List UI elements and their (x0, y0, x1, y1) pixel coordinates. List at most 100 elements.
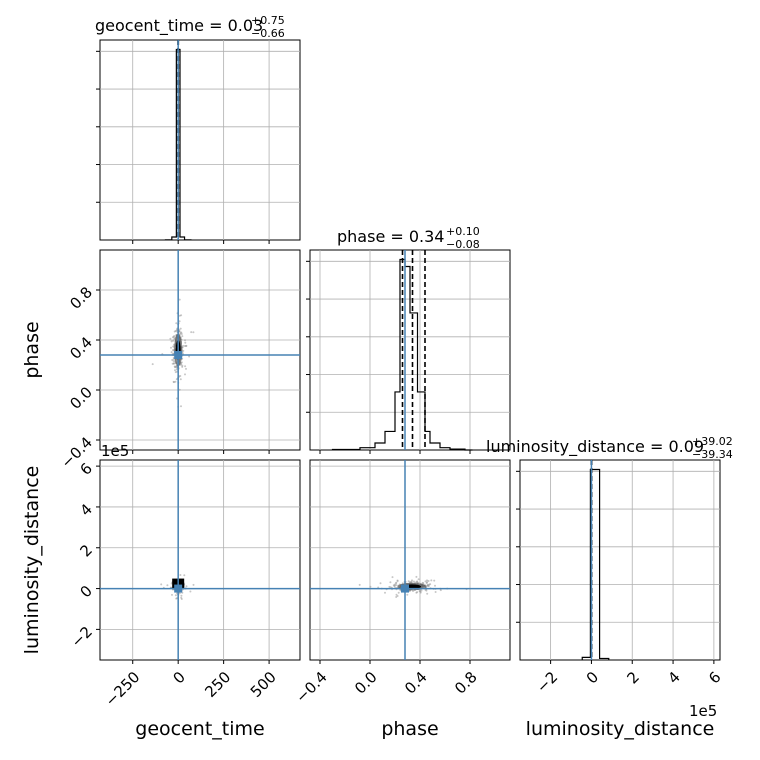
xtick-label-geocent-time-2: 250 (201, 668, 234, 701)
panel-geocent_time-vs-phase-sample-point (175, 366, 178, 369)
panel-geocent_time-vs-phase-sample-point (170, 346, 172, 349)
xtick-label-luminosity-distance-1: 0 (583, 668, 602, 687)
grid-lines (100, 40, 720, 660)
panel-geocent_time-vs-phase-sample-point (179, 327, 182, 330)
panel-geocent_time-vs-phase-sample-point (173, 335, 176, 337)
panel-phase-vs-luminosity_distance-sample-point (384, 591, 386, 594)
ytick-label-phase-3: 0.8 (66, 283, 96, 313)
title-phase-upper: +0.10 (446, 225, 480, 238)
panel-phase-vs-luminosity_distance-sample-point (395, 581, 398, 584)
ytick-label-luminosity-distance-0: −2 (68, 623, 96, 651)
panel-geocent_time-vs-phase-sample-point (169, 337, 172, 340)
title-geocent-time: geocent_time = 0.03 (95, 16, 263, 36)
panel-geocent_time-vs-phase-sample-point (173, 381, 175, 384)
panel-phase-vs-luminosity_distance-sample-point (389, 586, 392, 589)
ylabel-luminosity-distance: luminosity_distance (21, 466, 43, 655)
panel-frames (99, 39, 721, 661)
panel-geocent_time-vs-luminosity_distance-sample-point (174, 594, 177, 597)
panel-phase-vs-luminosity_distance-sample-point (406, 593, 409, 596)
panel-phase-vs-luminosity_distance-sample-point (425, 582, 428, 584)
title-geocent-time-upper: +0.75 (251, 14, 285, 27)
panel-phase-vs-luminosity_distance-sample-point (369, 585, 372, 588)
title-geocent-time-lower: −0.66 (251, 27, 285, 40)
offset-text-x-luminosity-distance: 1e5 (689, 702, 717, 720)
xtick-label-luminosity-distance-2: 2 (624, 668, 643, 687)
panel-phase-hist-frame (309, 249, 511, 451)
panel-phase-vs-luminosity_distance-sample-point (430, 579, 433, 582)
panel-geocent_time-vs-phase-sample-point (181, 365, 184, 368)
panel-geocent_time-vs-luminosity_distance-sample-point (180, 594, 183, 597)
ytick-label-luminosity-distance-1: 0 (77, 582, 96, 601)
ytick-label-luminosity-distance-3: 4 (77, 500, 96, 519)
panel-phase-vs-luminosity_distance-sample-point (429, 583, 432, 586)
panel-geocent_time-vs-phase-sample-point (184, 341, 187, 344)
panel-geocent_time-vs-phase-sample-point (175, 368, 178, 371)
xtick-label-geocent-time-3: 500 (247, 668, 280, 701)
xlabel-phase: phase (381, 718, 438, 740)
panel-phase-vs-luminosity_distance-sample-point (396, 579, 399, 582)
panel-luminosity_distance-hist-hist-step (581, 468, 610, 660)
panel-geocent_time-vs-phase-sample-point (172, 345, 175, 348)
tick-labels: −250 0 250 500 −0.4 0.0 0.4 0.8 −2 0 2 4 6−0.40.00.4… (58, 283, 725, 710)
panel-phase-vs-luminosity_distance-sample-point (417, 578, 420, 581)
panel-phase-vs-luminosity_distance-sample-point (411, 579, 413, 582)
panel-geocent_time-vs-phase-sample-point (173, 365, 176, 368)
panel-geocent_time-vs-luminosity_distance-sample-point (175, 597, 178, 600)
panel-geocent_time-vs-phase-sample-point (175, 322, 178, 325)
xtick-label-phase-3: 0.8 (451, 668, 481, 698)
panel-geocent_time-vs-phase-sample-point (178, 314, 181, 317)
panel-phase-vs-luminosity_distance-sample-point (424, 580, 427, 583)
panel-phase-vs-luminosity_distance-sample-point (426, 592, 429, 595)
panel-geocent_time-vs-phase-sample-point (184, 339, 186, 342)
panel-geocent_time-vs-phase-sample-point (171, 336, 174, 339)
title-luminosity-distance-lower: −39.34 (692, 448, 733, 461)
panel-phase-vs-luminosity_distance-sample-point (412, 590, 414, 592)
panel-phase-vs-luminosity_distance-sample-point (407, 580, 410, 583)
title-luminosity-distance-upper: +39.02 (692, 435, 733, 448)
panel-geocent_time-vs-phase-sample-point (174, 371, 177, 374)
panel-phase-vs-luminosity_distance-sample-point (392, 584, 395, 587)
panel-geocent_time-vs-phase-sample-point (188, 355, 191, 358)
panel-geocent_time-vs-phase-sample-point (182, 349, 185, 352)
panel-phase-vs-luminosity_distance-sample-point (419, 591, 422, 594)
panel-phase-vs-luminosity_distance-sample-point (434, 591, 437, 593)
panel-phase-hist-hist-step (331, 258, 473, 451)
panel-geocent_time-vs-phase-sample-point (181, 346, 184, 349)
panel-geocent_time-vs-luminosity_distance-sample-point (180, 596, 183, 599)
panel-geocent_time-vs-phase-sample-point (178, 330, 181, 333)
xtick-label-geocent-time-0: −250 (102, 668, 144, 710)
panel-phase-vs-luminosity_distance-sample-point (415, 575, 418, 578)
panel-phase-vs-luminosity_distance-sample-point (427, 580, 430, 582)
panel-geocent_time-vs-phase-sample-point (173, 337, 176, 340)
panel-phase-vs-luminosity_distance-sample-point (412, 580, 415, 583)
xtick-label-luminosity-distance-3: 4 (664, 668, 683, 687)
xtick-label-luminosity-distance-4: 6 (705, 668, 724, 687)
panel-geocent_time-vs-phase-sample-point (179, 375, 182, 377)
panel-geocent_time-vs-phase-sample-point (190, 331, 193, 334)
panel-phase-vs-luminosity_distance-sample-point (434, 584, 436, 587)
ytick-label-phase-1: 0.0 (66, 383, 96, 413)
panel-geocent_time-vs-phase-sample-point (172, 360, 175, 362)
panel-phase-vs-luminosity_distance-sample-point (433, 579, 436, 582)
panel-geocent_time-vs-phase-sample-point (183, 345, 186, 347)
ytick-label-luminosity-distance-2: 2 (77, 541, 96, 560)
panel-geocent_time-vs-luminosity_distance-truth-marker (174, 584, 183, 593)
panel-phase-vs-luminosity_distance-sample-point (358, 583, 361, 586)
panel-geocent_time-vs-phase-sample-point (185, 367, 187, 370)
panel-geocent_time-vs-luminosity_distance-frame (99, 459, 301, 661)
panel-phase-vs-luminosity_distance-sample-point (415, 591, 418, 594)
panel-geocent_time-vs-phase-frame (99, 249, 301, 451)
panel-phase-vs-luminosity_distance-sample-point (395, 596, 398, 598)
panel-geocent_time-vs-luminosity_distance-sample-point (179, 574, 182, 576)
panel-phase-vs-luminosity_distance-frame (309, 459, 511, 661)
panel-geocent_time-vs-phase-sample-point (178, 388, 181, 391)
panel-geocent_time-vs-phase-sample-point (179, 331, 182, 334)
panel-phase-vs-luminosity_distance-sample-point (379, 582, 382, 585)
tick-marks (96, 50, 715, 664)
title-phase-lower: −0.08 (446, 238, 480, 251)
panel-geocent_time-hist-frame (99, 39, 301, 241)
data-layer (100, 40, 610, 660)
panel-geocent_time-vs-phase-sample-point (179, 378, 182, 381)
offset-text-y-luminosity-distance: 1e5 (101, 442, 129, 460)
